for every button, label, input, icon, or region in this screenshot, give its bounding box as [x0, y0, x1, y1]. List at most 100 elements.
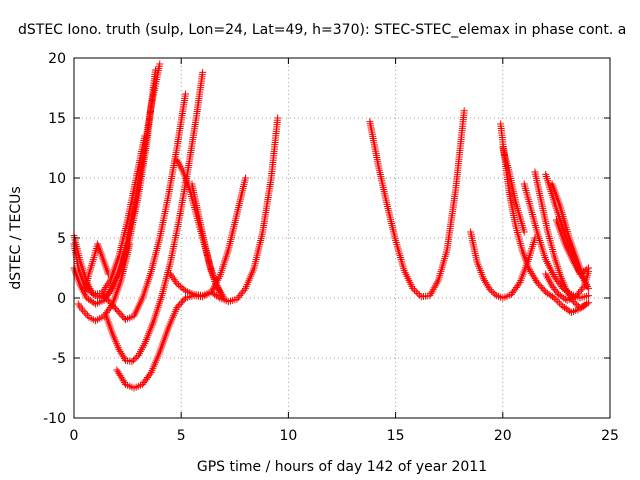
data-point-marker — [129, 356, 137, 364]
data-point-marker — [83, 311, 91, 319]
y-tick-label: 15 — [48, 111, 66, 127]
data-point-marker — [572, 262, 580, 270]
data-point-marker — [118, 375, 126, 383]
data-point-marker — [128, 358, 136, 366]
data-point-marker — [88, 289, 96, 297]
data-point-marker — [86, 287, 94, 295]
data-point-marker — [180, 296, 188, 304]
data-point-marker — [573, 291, 581, 299]
data-point-marker — [529, 271, 537, 279]
data-point-marker — [174, 302, 182, 310]
data-point-marker — [491, 290, 499, 298]
data-point-marker — [483, 280, 491, 288]
series-14 — [499, 144, 528, 236]
data-point-marker — [489, 289, 497, 297]
data-point-marker — [550, 294, 558, 302]
data-point-marker — [111, 304, 119, 312]
data-point-marker — [585, 284, 593, 292]
data-point-marker — [114, 368, 122, 376]
data-point-marker — [242, 174, 250, 182]
data-point-marker — [539, 285, 547, 293]
data-point-marker — [527, 268, 535, 276]
data-point-marker — [115, 346, 123, 354]
y-tick-label: -5 — [52, 351, 66, 367]
data-point-marker — [460, 107, 468, 115]
data-point-marker — [151, 66, 159, 74]
data-point-marker — [173, 304, 181, 312]
data-point-marker — [216, 288, 224, 296]
x-tick-label: 20 — [494, 428, 512, 444]
data-point-marker — [520, 228, 528, 236]
data-point-marker — [572, 293, 580, 301]
data-points — [70, 60, 593, 392]
data-point-marker — [412, 288, 420, 296]
data-point-marker — [116, 309, 124, 317]
series-6 — [102, 68, 207, 366]
data-point-marker — [515, 280, 523, 288]
data-point-marker — [549, 293, 557, 301]
data-point-marker — [480, 275, 488, 283]
x-tick-label: 10 — [279, 428, 297, 444]
series-7 — [113, 174, 250, 392]
data-point-marker — [109, 301, 117, 309]
data-point-marker — [126, 240, 134, 248]
series-4 — [81, 240, 112, 296]
data-point-marker — [579, 284, 587, 292]
series-10 — [188, 180, 224, 296]
data-point-marker — [575, 289, 583, 297]
data-point-marker — [173, 280, 181, 288]
data-point-marker — [481, 277, 489, 285]
data-point-marker — [585, 268, 593, 276]
data-point-marker — [104, 270, 112, 278]
chart-title: dSTEC Iono. truth (sulp, Lon=24, Lat=49,… — [18, 22, 626, 38]
data-point-marker — [115, 370, 123, 378]
data-point-marker — [107, 286, 115, 294]
data-point-marker — [199, 68, 207, 76]
y-tick-label: -10 — [43, 411, 66, 427]
data-point-marker — [214, 293, 222, 301]
data-point-marker — [82, 310, 90, 318]
data-point-marker — [576, 269, 584, 277]
data-point-marker — [570, 258, 578, 266]
data-point-marker — [575, 267, 583, 275]
data-point-marker — [176, 282, 184, 290]
data-point-marker — [107, 300, 115, 308]
data-point-marker — [574, 265, 582, 273]
data-point-marker — [180, 285, 188, 293]
data-point-marker — [233, 295, 241, 303]
data-point-marker — [526, 266, 534, 274]
data-point-marker — [552, 296, 560, 304]
data-point-marker — [537, 283, 545, 291]
data-point-marker — [410, 286, 418, 294]
data-point-marker — [176, 300, 184, 308]
data-point-marker — [535, 280, 543, 288]
series-9 — [166, 114, 282, 306]
data-point-marker — [181, 90, 189, 98]
y-tick-label: 0 — [57, 291, 66, 307]
data-point-marker — [113, 306, 121, 314]
data-point-marker — [573, 263, 581, 271]
data-point-marker — [555, 299, 563, 307]
y-tick-label: 5 — [57, 231, 66, 247]
y-tick-label: 20 — [48, 51, 66, 67]
data-point-marker — [536, 282, 544, 290]
x-tick-label: 15 — [387, 428, 405, 444]
data-point-marker — [116, 347, 124, 355]
data-point-marker — [79, 306, 87, 314]
data-point-marker — [525, 264, 533, 272]
axis-ticks: 0 5 10 15 20 25 -10 -5 0 5 10 15 20 — [43, 51, 619, 444]
data-point-marker — [528, 269, 536, 277]
data-point-marker — [110, 303, 118, 311]
x-tick-label: 0 — [70, 428, 79, 444]
data-point-marker — [576, 287, 584, 295]
data-point-marker — [178, 284, 186, 292]
data-point-marker — [530, 273, 538, 281]
data-point-marker — [116, 371, 124, 379]
data-point-marker — [179, 297, 187, 305]
data-point-marker — [141, 132, 149, 140]
data-point-marker — [117, 311, 125, 319]
data-point-marker — [557, 301, 565, 309]
x-tick-label: 25 — [601, 428, 619, 444]
data-point-marker — [119, 377, 127, 385]
